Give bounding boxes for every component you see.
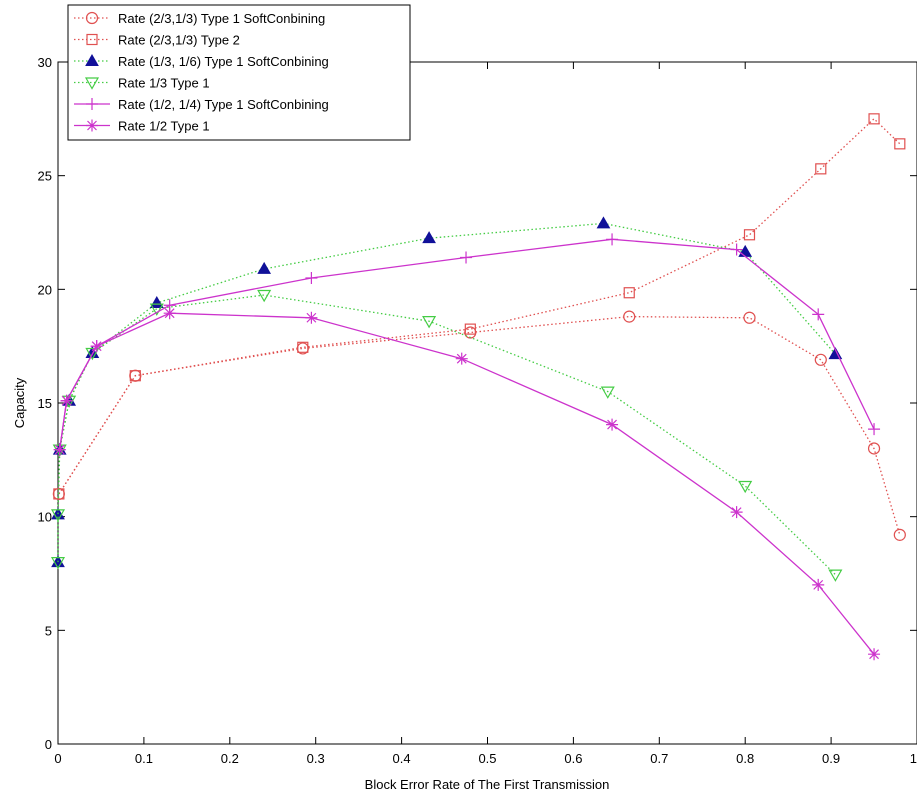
legend-marker [85,11,99,25]
legend-label: Rate 1/3 Type 1 [118,76,210,91]
data-point [50,557,66,570]
legend-box [67,4,411,141]
x-tick-label: 0.7 [650,751,668,766]
data-point [606,418,619,431]
legend-label: Rate (2/3,1/3) Type 1 SoftConbining [118,11,325,26]
legend: Rate (2/3,1/3) Type 1 SoftConbining Rate … [67,4,411,141]
data-point [257,261,272,274]
series-6 [53,307,881,661]
data-point [738,480,753,494]
y-tick-label: 10 [38,510,52,525]
y-axis-label: Capacity [12,377,27,428]
data-point [867,442,881,455]
x-tick-label: 0.3 [307,751,325,766]
data-point [600,386,615,399]
x-axis: 0 0.1 0.2 0.3 0.4 0.5 0.6 0.7 0.8 0.9 1 [54,62,917,766]
data-point [257,289,272,303]
series-layer [50,113,906,661]
y-tick-label: 5 [45,623,52,638]
data-point [129,370,141,382]
data-point [149,295,164,308]
data-point [828,569,843,582]
x-tick-label: 0.8 [736,751,754,766]
data-point [50,509,66,522]
legend-marker [86,98,98,110]
legend-marker [86,33,98,46]
data-point [596,216,611,229]
x-tick-label: 0.9 [822,751,840,766]
x-tick-label: 1 [910,751,917,766]
data-point [730,506,743,519]
data-point [422,231,436,244]
data-point [85,347,100,361]
y-tick-label: 15 [38,396,52,411]
legend-marker [85,53,99,66]
legend-marker [86,119,98,132]
data-point [163,307,176,320]
data-point [60,394,73,407]
y-tick-label: 30 [38,55,52,70]
y-tick-label: 25 [38,169,52,184]
series-line [58,117,901,495]
data-point [464,323,476,335]
data-point [149,303,164,316]
data-point [893,528,906,541]
data-point [894,138,906,150]
data-point [868,648,881,661]
series-line [59,312,875,655]
x-tick-label: 0.5 [478,751,496,766]
data-point [868,113,880,125]
x-tick-label: 0.6 [564,751,582,766]
x-tick-label: 0.1 [135,751,153,766]
x-tick-label: 0 [54,751,61,766]
data-point [743,311,756,324]
data-point [422,316,437,329]
legend-entry: Rate 1/2 Type 1 [74,119,210,134]
y-tick-label: 0 [45,737,52,752]
legend-label: Rate (1/2, 1/4) Type 1 SoftConbining [118,97,329,112]
legend-entry: Rate (1/3, 1/6) Type 1 SoftConbining [74,53,329,69]
legend-entry: Rate (2/3,1/3) Type 1 SoftConbining [74,11,325,26]
legend-entry: Rate 1/3 Type 1 [74,76,210,91]
data-point [743,229,756,241]
legend-label: Rate (1/3, 1/6) Type 1 SoftConbining [118,54,329,69]
data-point [460,251,473,264]
data-point [868,423,881,436]
data-point [730,243,743,256]
x-axis-label: Block Error Rate of The First Transmissi… [365,777,610,792]
data-point [455,352,468,365]
data-point [814,353,827,366]
data-point [623,287,635,299]
data-point [606,233,619,246]
x-tick-label: 0.4 [393,751,411,766]
legend-label: Rate (2/3,1/3) Type 2 [118,33,240,48]
data-point [297,341,309,353]
data-point [815,163,827,175]
legend-entry: Rate (1/2, 1/4) Type 1 SoftConbining [74,97,329,112]
data-point [305,311,318,324]
y-axis: 0 5 10 15 20 25 30 [38,55,917,752]
data-point [305,271,318,284]
data-point [812,578,825,591]
x-tick-label: 0.2 [221,751,239,766]
data-point [812,308,825,321]
y-tick-label: 20 [38,282,52,297]
data-point [623,310,636,323]
series-line [57,294,836,576]
data-point [90,340,103,353]
plot-area [57,61,917,745]
legend-entry: Rate (2/3,1/3) Type 2 [74,33,240,48]
legend-marker [84,77,100,90]
legend-label: Rate 1/2 Type 1 [118,119,210,134]
data-point [53,443,66,456]
series-4 [50,289,843,582]
